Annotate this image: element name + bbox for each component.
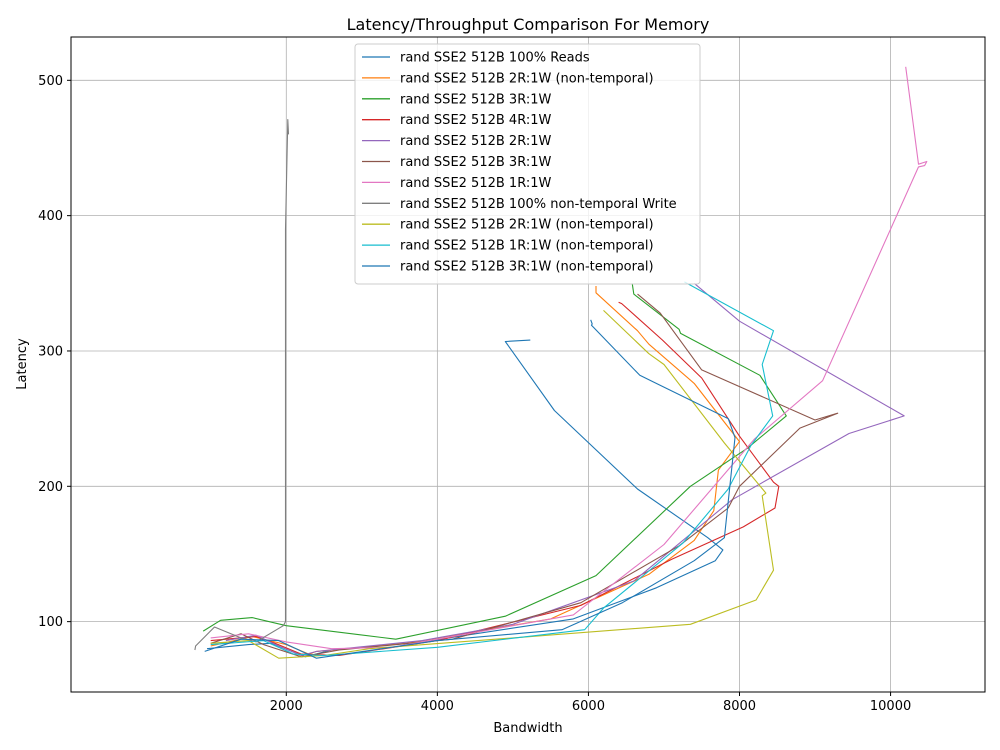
y-tick-label: 500 (38, 74, 63, 89)
legend-label: rand SSE2 512B 100% Reads (400, 51, 590, 66)
y-tick-label: 400 (38, 209, 63, 224)
legend-label: rand SSE2 512B 100% non-temporal Write (400, 197, 677, 212)
legend-label: rand SSE2 512B 2R:1W (non-temporal) (400, 218, 654, 233)
y-tick-label: 200 (38, 480, 63, 495)
series-line-10 (210, 281, 775, 657)
x-axis-label: Bandwidth (493, 721, 562, 736)
series-line-4 (210, 301, 780, 657)
y-axis-label: Latency (15, 338, 30, 390)
legend-label: rand SSE2 512B 3R:1W (400, 92, 551, 107)
x-tick-label: 8000 (723, 699, 756, 714)
x-tick-label: 10000 (870, 699, 911, 714)
legend-label: rand SSE2 512B 3R:1W (400, 155, 551, 170)
plot-area-frame (70, 36, 986, 693)
axis-ticks: 2000 4000 6000 8000 10000 100 200 300 400 500 (38, 74, 911, 714)
y-tick-label: 100 (38, 615, 63, 630)
legend-items: rand SSE2 512B 100% Reads rand SSE2 512B … (362, 51, 677, 275)
series-line-5 (225, 282, 905, 657)
legend-label: rand SSE2 512B 1R:1W (non-temporal) (400, 239, 654, 254)
series-lines (194, 66, 928, 659)
series-line-9 (210, 310, 775, 659)
legend-box (354, 43, 701, 285)
legend-label: rand SSE2 512B 3R:1W (non-temporal) (400, 260, 654, 275)
x-tick-label: 4000 (421, 699, 454, 714)
series-line-7 (210, 66, 928, 650)
x-tick-label: 6000 (572, 699, 605, 714)
legend: rand SSE2 512B 100% Reads rand SSE2 512B … (354, 43, 701, 285)
series-line-8 (194, 119, 290, 651)
series-line-3 (202, 283, 787, 640)
series-line-11 (204, 319, 736, 659)
chart-title: Latency/Throughput Comparison For Memory (347, 15, 710, 34)
legend-label: rand SSE2 512B 2R:1W (non-temporal) (400, 71, 654, 86)
legend-label: rand SSE2 512B 4R:1W (400, 113, 551, 128)
x-tick-label: 2000 (270, 699, 303, 714)
series-line-6 (210, 293, 839, 658)
y-tick-label: 300 (38, 344, 63, 359)
legend-label: rand SSE2 512B 2R:1W (400, 134, 551, 149)
legend-label: rand SSE2 512B 1R:1W (400, 176, 551, 191)
